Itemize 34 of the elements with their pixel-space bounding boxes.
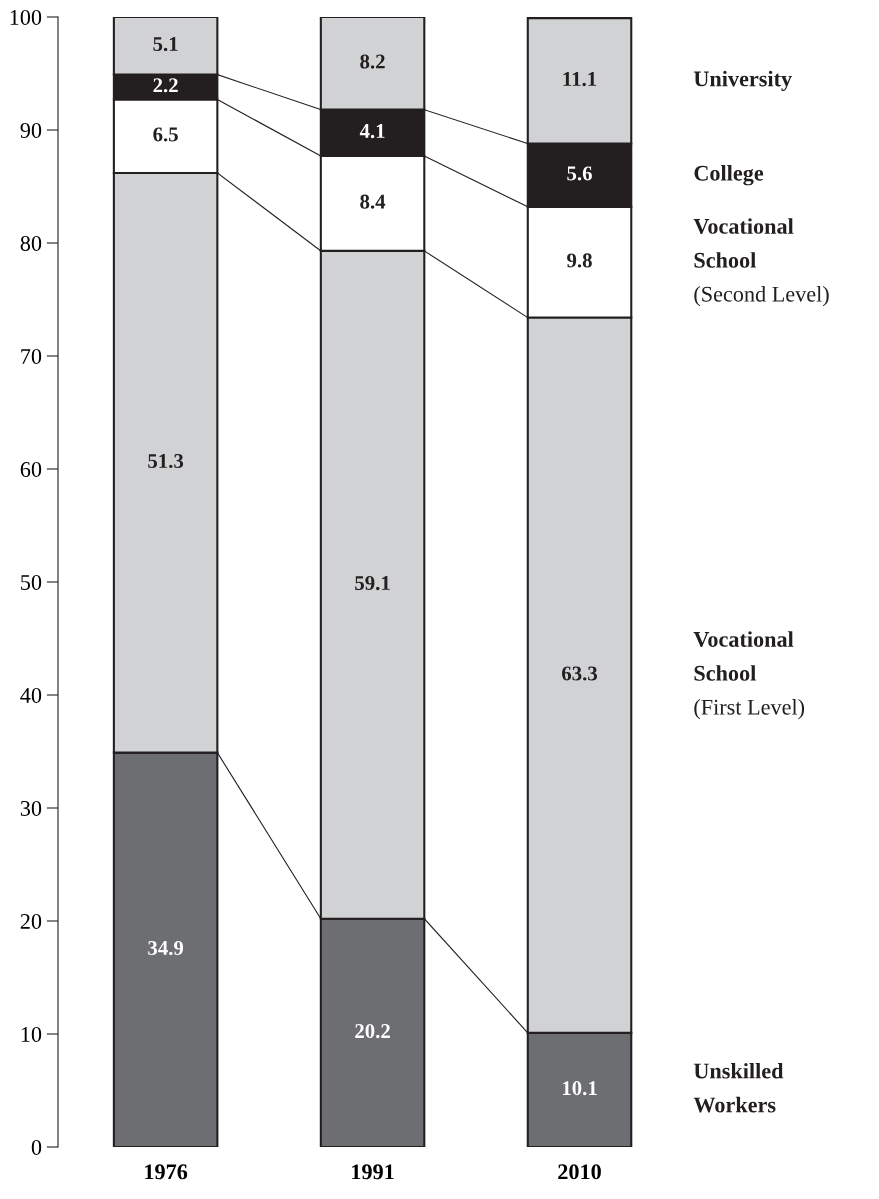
y-tick-label: 90 [20,122,42,138]
data-label: 8.4 [360,194,386,209]
y-tick-label: 70 [21,348,42,364]
x-tick-label: 1991 [352,1164,394,1180]
data-label: 4.1 [359,124,385,139]
data-label: 5.1 [153,37,178,52]
y-tick-label: 50 [21,574,42,590]
y-tick-label: 10 [21,1026,42,1042]
data-label: 51.3 [148,454,184,469]
y-tick-label: 40 [20,687,42,703]
x-tick-label: 1976 [145,1164,188,1180]
data-label: 11.1 [563,72,597,87]
data-label: 59.1 [355,576,390,591]
text: Vocational School (Second Level) [693,218,829,307]
data-label: 8.2 [360,54,385,69]
data-label: 10.1 [562,1081,597,1096]
data-label: 9.8 [567,253,592,268]
data-label: 20.2 [355,1024,390,1039]
data-label: 5.6 [567,166,592,181]
data-label: 6.5 [153,127,178,142]
y-tick-label: 80 [20,235,42,251]
y-tick-label: 100 [10,9,42,25]
y-tick-label: 0 [31,1139,42,1155]
text: University [693,70,792,91]
y-tick-label: 60 [20,461,42,477]
data-label: 34.9 [148,941,184,956]
data-label: 2.2 [153,78,178,93]
text: Unskilled Workers [693,1062,784,1113]
text: Vocational School (First Level) [693,631,805,720]
x-tick-label: 2010 [558,1164,601,1180]
text: College [694,165,764,186]
y-tick-label: 20 [20,913,42,929]
data-label: 63.3 [562,666,598,681]
y-tick-label: 30 [20,800,42,816]
